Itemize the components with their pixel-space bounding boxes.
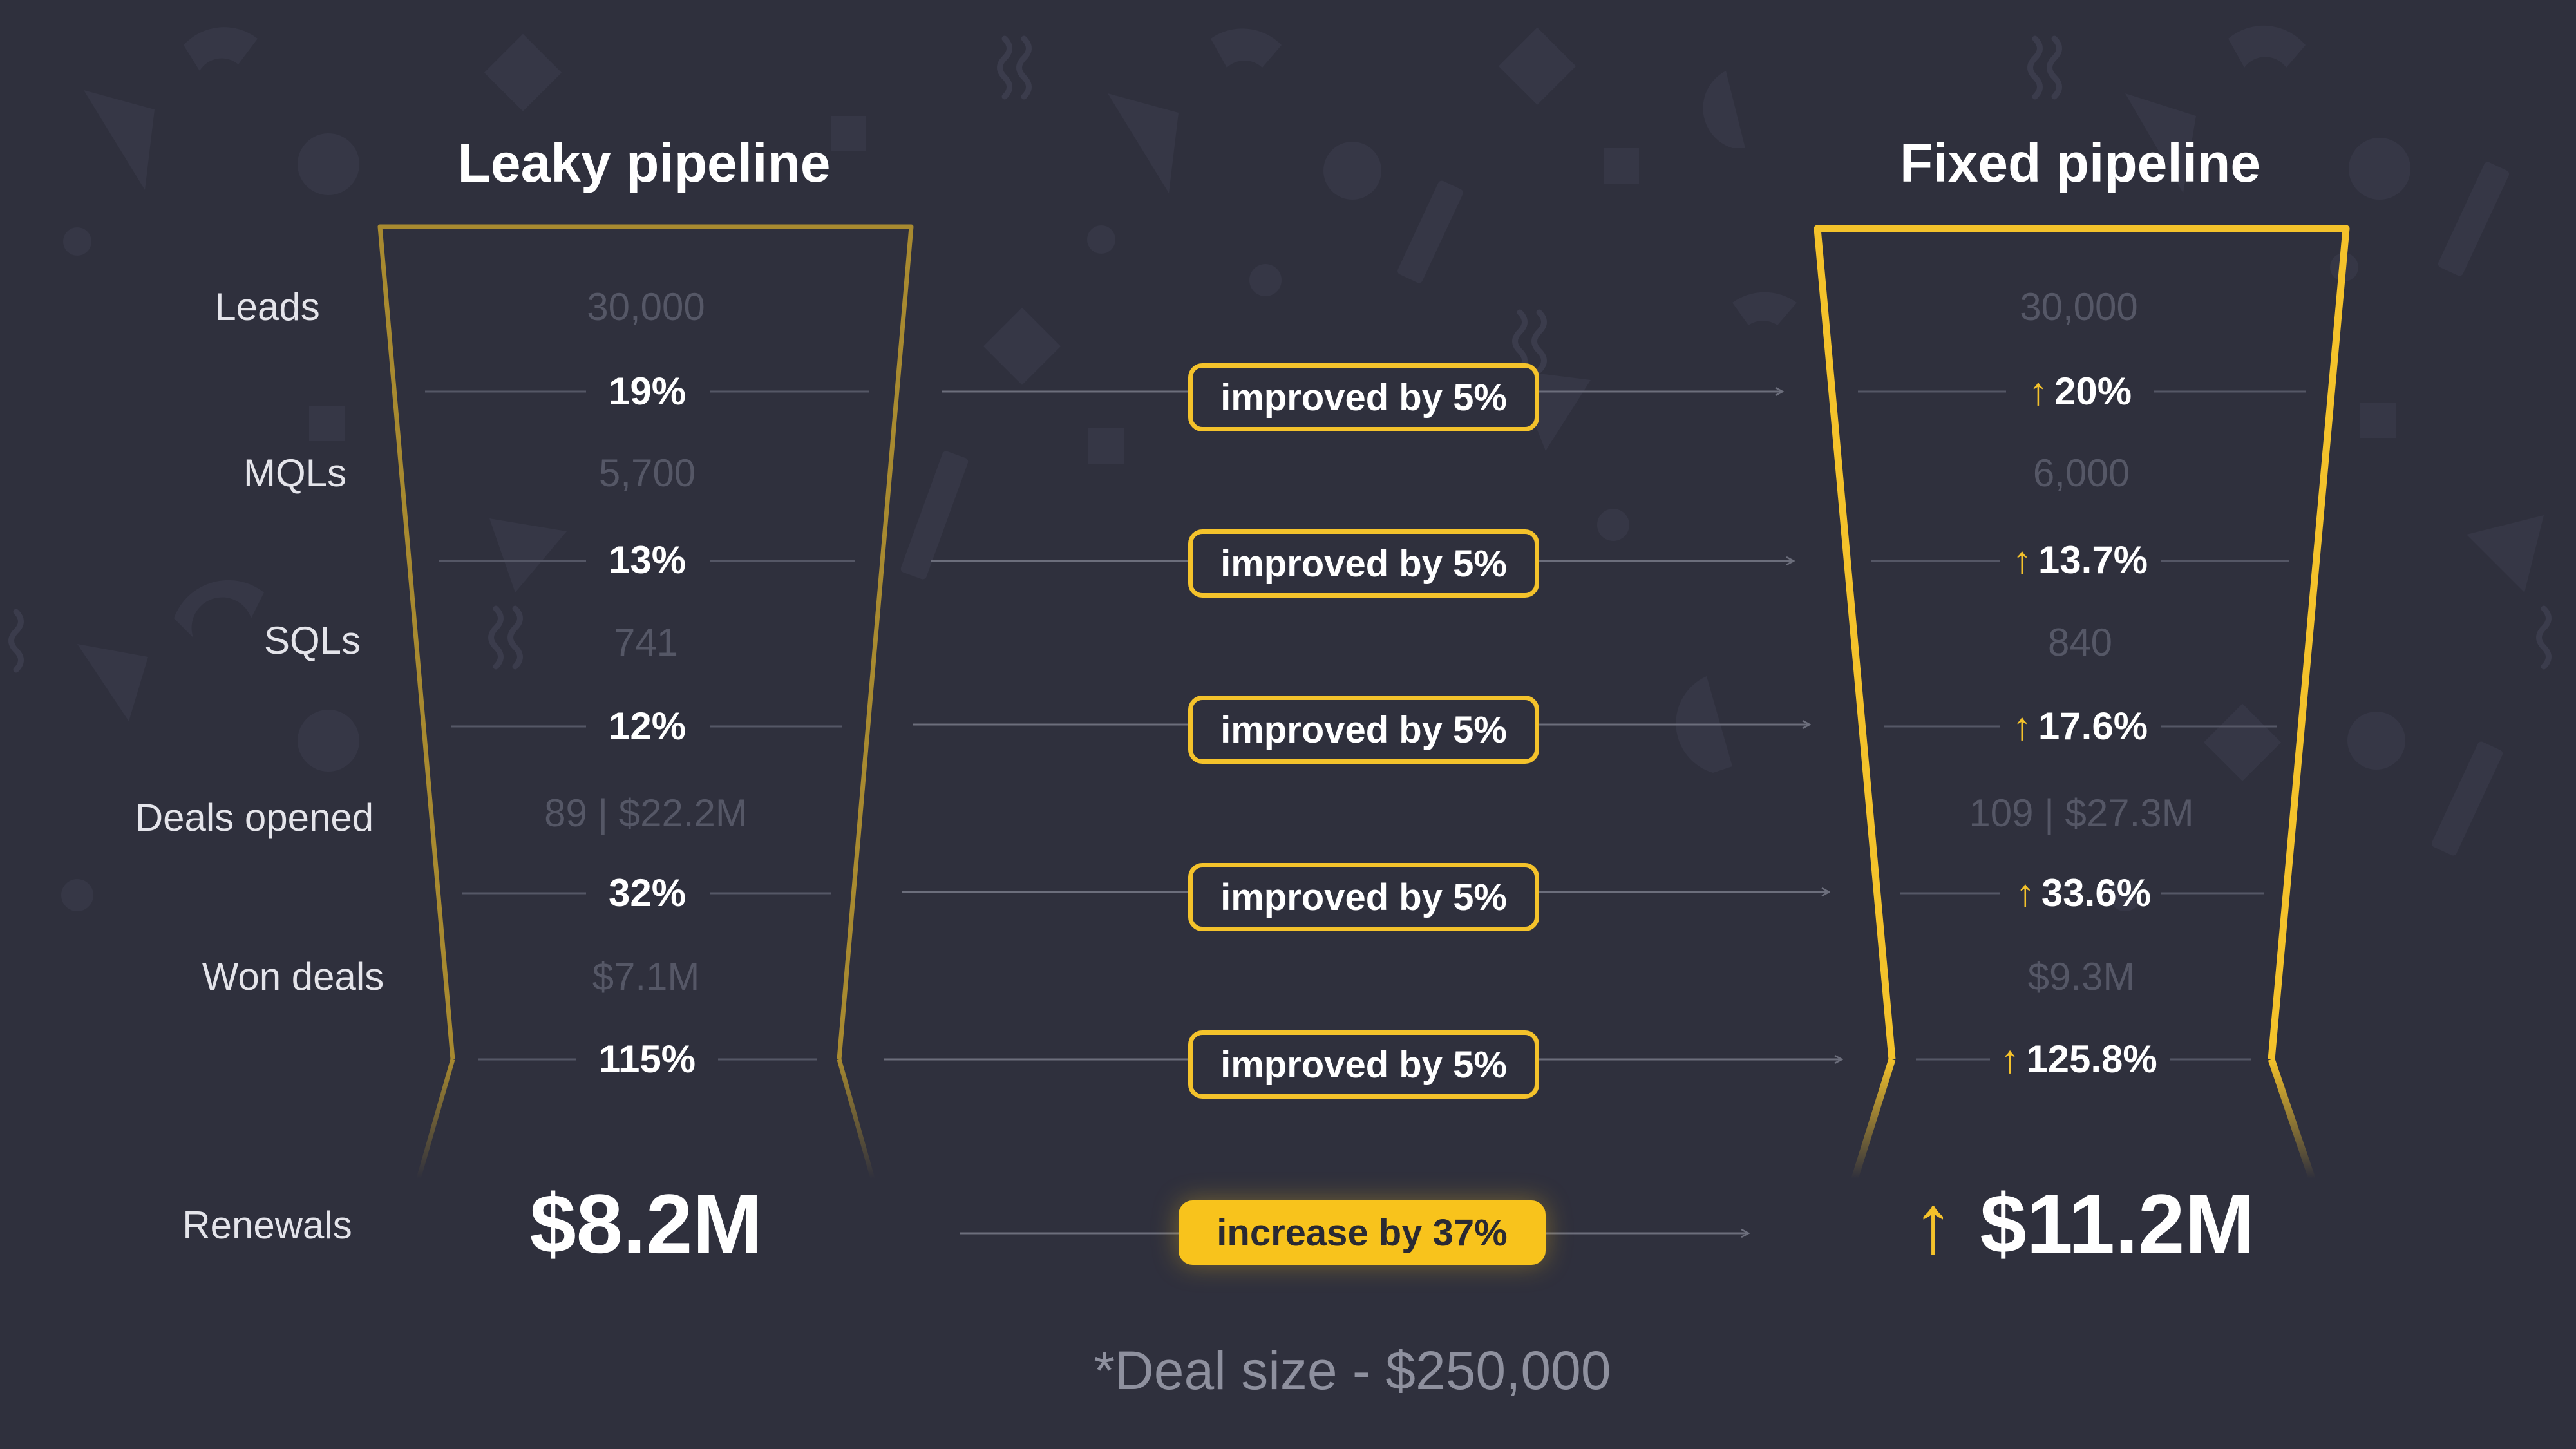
- fixed-rate-value: 20%: [2054, 370, 2132, 413]
- fixed-value-sqls: 840: [2047, 621, 2113, 664]
- fixed-rate-deals-to-won: ↑ 33.6%: [2016, 871, 2151, 915]
- fixed-rate-value: 33.6%: [2041, 871, 2152, 914]
- fixed-value-deals-opened: 109 | $27.3M: [1969, 791, 2194, 835]
- fixed-rate-won-to-renewals: ↑ 125.8%: [2000, 1037, 2157, 1081]
- improvement-badge-won: improved by 5%: [1188, 863, 1539, 931]
- fixed-rate-value: 125.8%: [2026, 1037, 2157, 1081]
- up-arrow-icon: ↑: [2012, 538, 2032, 582]
- up-arrow-icon: ↑: [1912, 1177, 1955, 1271]
- stage-label-mqls: MQLs: [243, 451, 347, 495]
- fixed-rate-value: 13.7%: [2038, 538, 2148, 582]
- leaky-rate-won-to-renewals: 115%: [598, 1037, 696, 1081]
- background-squiggles: [8, 35, 2552, 673]
- fixed-renewals-value: $11.2M: [1980, 1177, 2255, 1271]
- up-arrow-icon: ↑: [2028, 370, 2048, 413]
- fixed-rate-lines: [1858, 390, 2306, 1061]
- improvement-connectors: [884, 392, 1842, 1233]
- improvement-badge-renewals: improved by 5%: [1188, 1030, 1539, 1099]
- leaky-rate-mqls-to-sqls: 13%: [608, 538, 687, 582]
- improvement-badge-mqls: improved by 5%: [1188, 363, 1539, 431]
- deal-size-footnote: *Deal size - $250,000: [1094, 1340, 1611, 1401]
- fixed-value-mqls: 6,000: [2032, 451, 2130, 495]
- fixed-rate-sqls-to-deals: ↑ 17.6%: [2012, 704, 2148, 748]
- fixed-value-leads: 30,000: [2020, 285, 2138, 328]
- leaky-value-sqls: 741: [613, 621, 679, 664]
- fixed-funnel-outline: [1814, 225, 2350, 1180]
- stage-label-won-deals: Won deals: [202, 955, 384, 998]
- leaky-value-mqls: 5,700: [598, 451, 696, 495]
- up-arrow-icon: ↑: [2000, 1037, 2020, 1081]
- fixed-value-won-deals: $9.3M: [2027, 955, 2136, 998]
- leaky-renewals-total: $8.2M: [529, 1177, 762, 1271]
- improvement-badge-sqls: improved by 5%: [1188, 529, 1539, 598]
- leaky-rate-deals-to-won: 32%: [608, 871, 687, 914]
- up-arrow-icon: ↑: [2015, 871, 2035, 914]
- leaky-funnel-outline: [377, 224, 914, 1179]
- stage-label-renewals: Renewals: [182, 1204, 352, 1247]
- leaky-value-leads: 30,000: [587, 285, 705, 328]
- improvement-badge-deals: improved by 5%: [1188, 696, 1539, 764]
- stage-label-sqls: SQLs: [263, 619, 361, 662]
- up-arrow-icon: ↑: [2012, 705, 2032, 748]
- leaky-value-won-deals: $7.1M: [592, 955, 700, 998]
- renewal-increase-badge: increase by 37%: [1179, 1200, 1546, 1265]
- stage-label-leads: Leads: [214, 285, 320, 328]
- leaky-value-deals-opened: 89 | $22.2M: [544, 791, 748, 835]
- leaky-pipeline-title: Leaky pipeline: [457, 133, 831, 193]
- leaky-rate-sqls-to-deals: 12%: [608, 705, 687, 748]
- fixed-pipeline-title: Fixed pipeline: [1899, 133, 2261, 193]
- leaky-rate-lines: [425, 390, 869, 1061]
- fixed-renewals-total: ↑ $11.2M: [1912, 1175, 2254, 1272]
- stage-label-deals-opened: Deals opened: [135, 796, 374, 839]
- leaky-rate-leads-to-mqls: 19%: [608, 370, 687, 413]
- fixed-rate-mqls-to-sqls: ↑ 13.7%: [2012, 538, 2148, 582]
- fixed-rate-value: 17.6%: [2038, 705, 2148, 748]
- fixed-rate-leads-to-mqls: ↑ 20%: [2029, 369, 2132, 413]
